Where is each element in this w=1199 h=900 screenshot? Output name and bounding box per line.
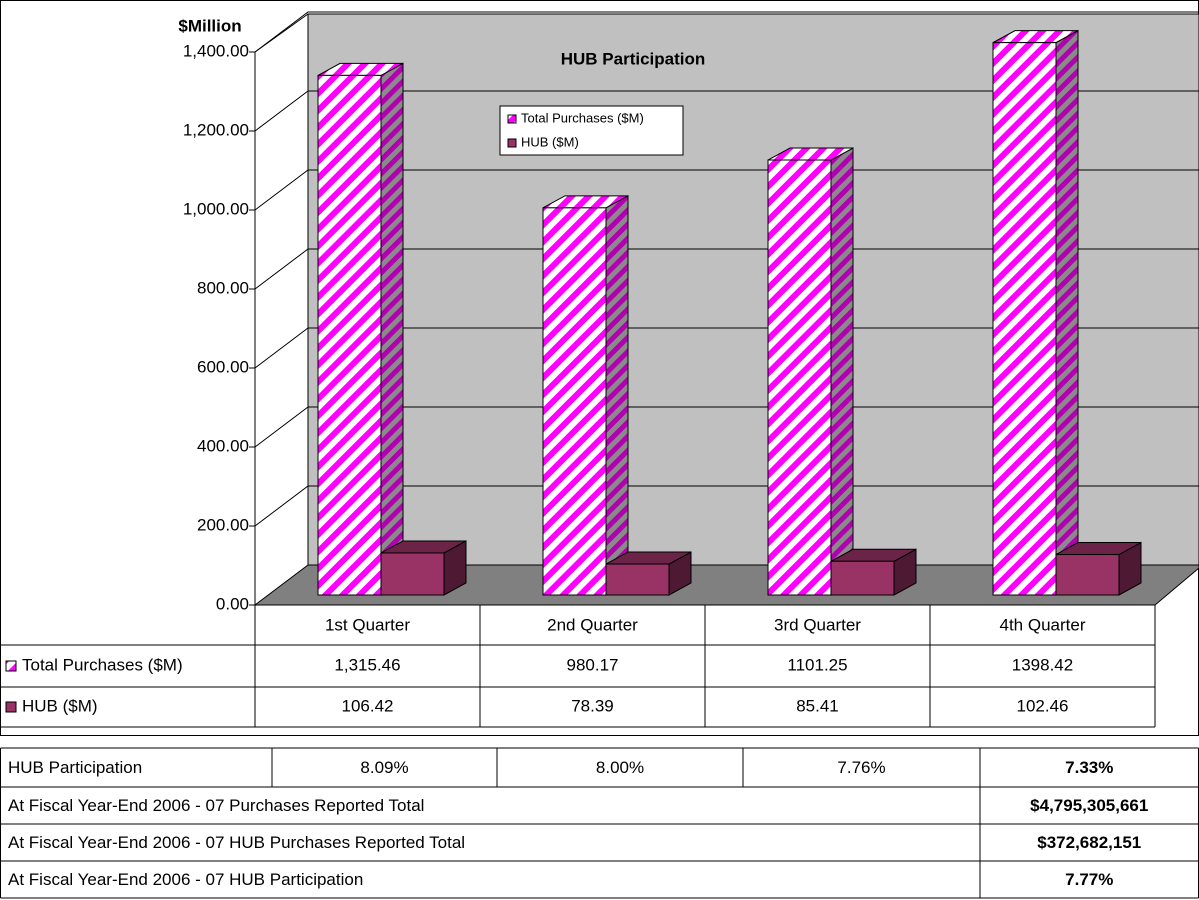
grid-line <box>254 11 1199 53</box>
data-label: 106.42 <box>342 696 394 715</box>
plot: 0.00 200.00 400.00 600.00 800.00 1,000.00 1,20… <box>0 11 1199 728</box>
data-label: 1101.25 <box>787 655 847 674</box>
y-tick-label: 1,000.00 <box>183 199 249 218</box>
table-cell: HUB Participation <box>8 758 142 777</box>
legend-key <box>5 660 17 672</box>
table-cell: 8.09% <box>360 758 408 777</box>
x-tick-label: 4th Quarter <box>1000 615 1086 634</box>
table-cell: 8.00% <box>596 758 644 777</box>
table-cell: At Fiscal Year-End 2006 - 07 HUB Purchas… <box>8 833 465 852</box>
grid-line <box>254 169 1199 211</box>
y-label: $Million <box>178 16 241 35</box>
summary-table: HUB Participation 8.09% 8.00% 7.76% 7.33% At … <box>0 747 1199 899</box>
y-tick-label: 600.00 <box>197 357 249 376</box>
legend-label: HUB ($M) <box>521 134 579 149</box>
data-label: 1398.42 <box>1012 655 1073 674</box>
grid-line <box>254 90 1199 132</box>
bar <box>317 74 382 596</box>
table-cell: 7.33% <box>1065 758 1113 777</box>
y-tick-label: 1,200.00 <box>183 120 249 139</box>
bar-side <box>1055 29 1079 596</box>
bar <box>542 207 607 596</box>
bar <box>605 563 670 596</box>
x-tick-label: 2nd Quarter <box>547 615 638 634</box>
series-label: HUB ($M) <box>22 696 98 715</box>
grid-line <box>254 248 1199 290</box>
grid-line <box>254 406 1199 448</box>
y-tick-label: 0.00 <box>216 594 249 613</box>
y-tick-label: 800.00 <box>197 278 249 297</box>
y-tick-label: 400.00 <box>197 436 249 455</box>
data-label: 102.46 <box>1017 696 1069 715</box>
table-cell: $372,682,151 <box>1037 833 1141 852</box>
table-cell: At Fiscal Year-End 2006 - 07 Purchases R… <box>8 796 424 815</box>
table-cell: 7.77% <box>1065 870 1113 889</box>
grid-line <box>254 327 1199 369</box>
legend-label: Total Purchases ($M) <box>521 110 644 125</box>
table-cell: At Fiscal Year-End 2006 - 07 HUB Partici… <box>8 870 363 889</box>
bar <box>1055 554 1120 596</box>
bar <box>380 552 445 596</box>
legend-key <box>507 114 517 124</box>
grid-line <box>254 485 1199 527</box>
bar <box>767 159 832 596</box>
legend-key <box>507 138 517 148</box>
y-tick-label: 200.00 <box>197 515 249 534</box>
bar-side <box>380 62 404 596</box>
legend-key <box>5 701 17 713</box>
bar <box>992 42 1057 596</box>
chart-title: HUB Participation <box>561 49 706 68</box>
data-label: 78.39 <box>571 696 614 715</box>
data-label: 980.17 <box>567 655 619 674</box>
x-tick-label: 1st Quarter <box>325 615 410 634</box>
table-cell: $4,795,305,661 <box>1030 796 1148 815</box>
series-label: Total Purchases ($M) <box>22 655 183 674</box>
y-tick-label: 1,400.00 <box>183 41 249 60</box>
table-cell: 7.76% <box>837 758 885 777</box>
bar-side <box>830 147 854 596</box>
x-tick-label: 3rd Quarter <box>774 615 861 634</box>
data-label: 1,315.46 <box>334 655 400 674</box>
data-label: 85.41 <box>796 696 839 715</box>
bar-side <box>605 194 629 596</box>
legend <box>499 105 684 156</box>
bar <box>830 560 895 596</box>
